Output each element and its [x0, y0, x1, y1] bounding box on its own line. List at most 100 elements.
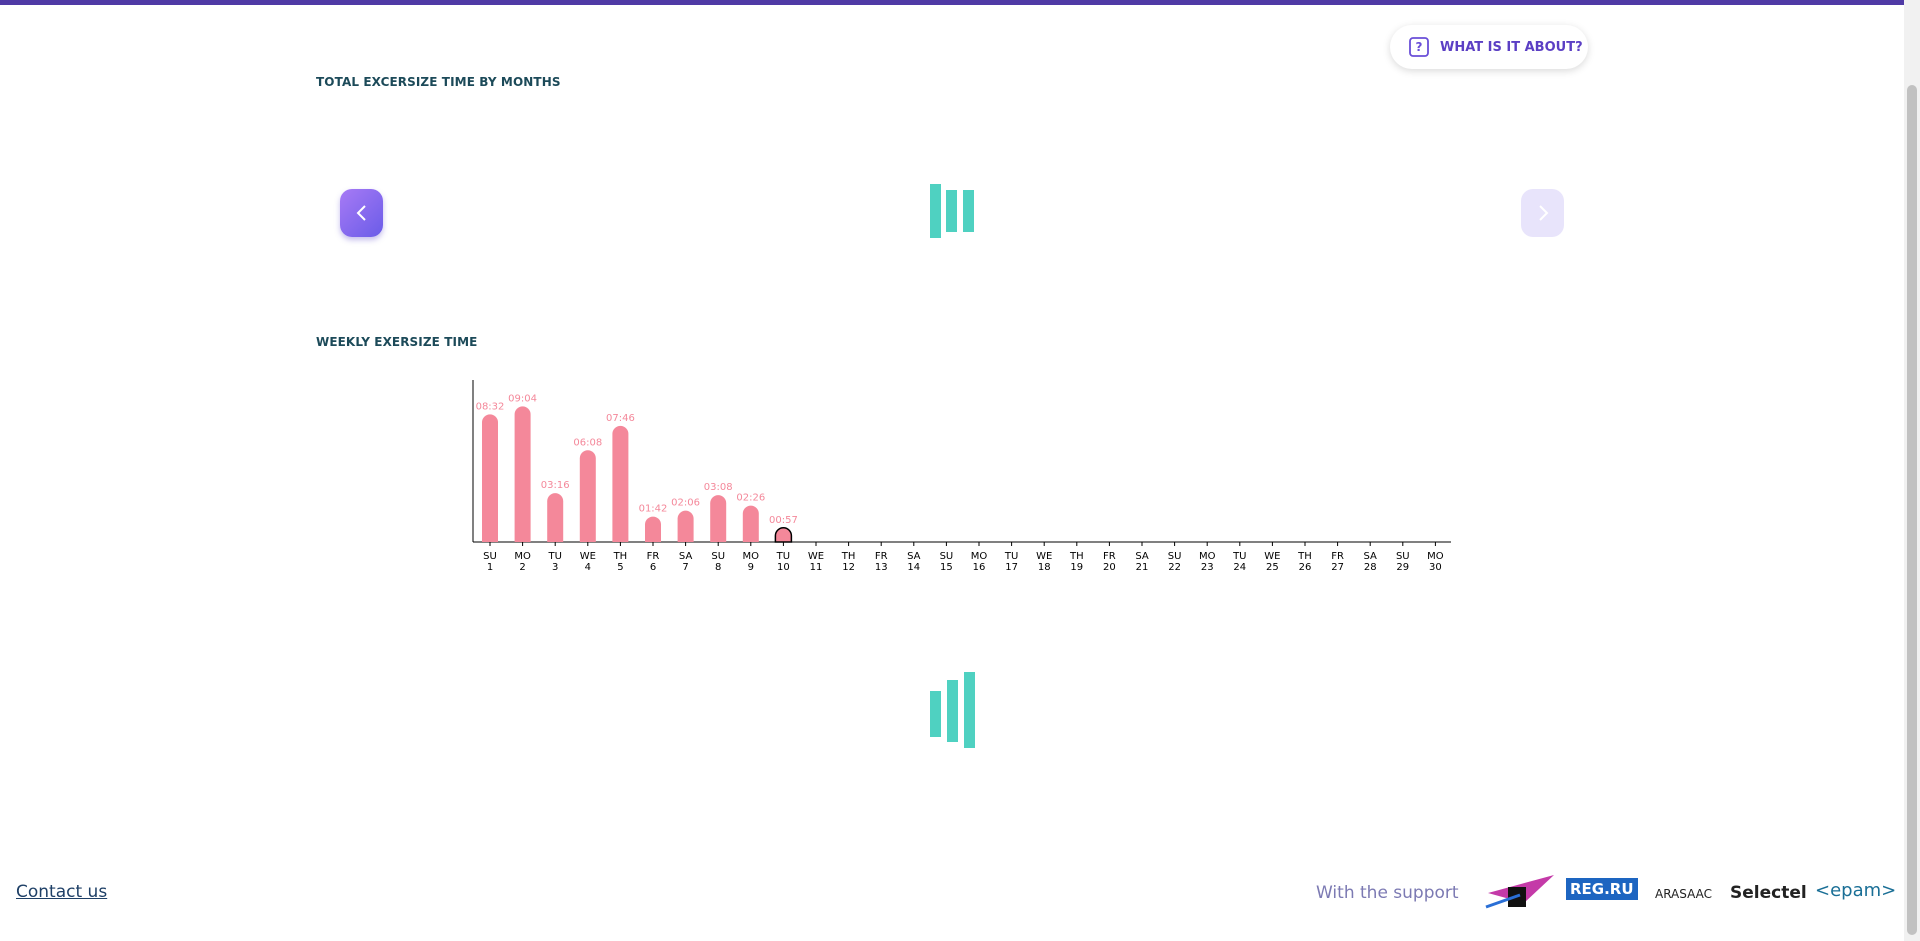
- x-tick-label: SU: [1396, 551, 1410, 562]
- x-tick-label: WE: [580, 551, 596, 562]
- x-tick-day: 25: [1266, 562, 1279, 573]
- weekly-title: WEEKLY EXERSIZE TIME: [316, 335, 478, 349]
- scroll-thumb[interactable]: [1907, 85, 1917, 935]
- bar: [482, 414, 498, 542]
- x-tick-day: 20: [1103, 562, 1116, 573]
- x-tick-label: FR: [647, 551, 660, 562]
- bar: [612, 425, 629, 542]
- x-tick-label: FR: [1103, 551, 1116, 562]
- help-icon: ?: [1409, 37, 1429, 57]
- x-tick-day: 15: [940, 562, 953, 573]
- next-icon: [1538, 205, 1548, 221]
- x-tick-day: 4: [585, 562, 591, 573]
- value-label: 07:46: [606, 413, 635, 424]
- value-label: 03:16: [541, 480, 570, 491]
- x-tick-day: 30: [1429, 562, 1442, 573]
- x-tick-day: 7: [682, 562, 688, 573]
- value-label: 06:08: [573, 437, 602, 448]
- x-tick-day: 6: [650, 562, 656, 573]
- bar: [579, 450, 596, 542]
- x-tick-day: 23: [1201, 562, 1214, 573]
- x-tick-day: 12: [842, 562, 855, 573]
- bar: [645, 516, 661, 542]
- x-tick-day: 19: [1070, 562, 1083, 573]
- x-tick-label: SU: [940, 551, 954, 562]
- x-tick-label: TH: [1297, 551, 1312, 562]
- prev-button[interactable]: [340, 189, 383, 237]
- x-tick-day: 21: [1136, 562, 1149, 573]
- value-label: 08:32: [476, 401, 505, 412]
- logo-regru[interactable]: REG.RU: [1566, 878, 1638, 900]
- x-tick-label: MO: [514, 551, 531, 562]
- bar: [710, 495, 727, 542]
- x-tick-label: SA: [679, 551, 693, 562]
- x-tick-label: FR: [1331, 551, 1344, 562]
- bar: [514, 406, 531, 542]
- x-tick-label: MO: [971, 551, 988, 562]
- x-tick-label: WE: [1264, 551, 1280, 562]
- bar: [547, 493, 564, 542]
- x-tick-day: 16: [973, 562, 986, 573]
- bar: [774, 527, 793, 543]
- bar: [742, 505, 759, 542]
- value-label: 02:26: [736, 493, 765, 504]
- loader: [930, 672, 975, 748]
- prev-icon: [356, 205, 366, 221]
- help-button[interactable]: ? WHAT IS IT ABOUT?: [1390, 25, 1588, 69]
- x-tick-label: WE: [808, 551, 824, 562]
- x-tick-label: SA: [1135, 551, 1149, 562]
- support-text: With the support: [1316, 883, 1459, 903]
- x-tick-label: SU: [711, 551, 725, 562]
- x-tick-label: WE: [1036, 551, 1052, 562]
- value-label: 02:06: [671, 498, 700, 509]
- x-tick-day: 14: [907, 562, 920, 573]
- sponsor-logo: [1485, 875, 1554, 909]
- x-tick-label: SA: [1364, 551, 1378, 562]
- contact-link[interactable]: Contact us: [16, 882, 108, 902]
- x-tick-label: FR: [875, 551, 888, 562]
- x-tick-day: 29: [1396, 562, 1409, 573]
- x-tick-day: 9: [748, 562, 754, 573]
- x-tick-day: 22: [1168, 562, 1181, 573]
- x-tick-day: 24: [1233, 562, 1246, 573]
- x-tick-day: 1: [487, 562, 493, 573]
- logo-epam[interactable]: <epam>: [1815, 880, 1897, 901]
- x-tick-label: SA: [907, 551, 921, 562]
- value-label: 00:57: [769, 515, 798, 526]
- x-tick-label: TU: [776, 551, 790, 562]
- x-tick-day: 5: [617, 562, 623, 573]
- x-tick-day: 18: [1038, 562, 1051, 573]
- x-tick-day: 28: [1364, 562, 1377, 573]
- logo-arasaac[interactable]: ARASAAC: [1655, 887, 1713, 901]
- x-tick-label: TH: [841, 551, 856, 562]
- x-tick-day: 10: [777, 562, 790, 573]
- svg-text:?: ?: [1416, 40, 1423, 54]
- monthly-title: TOTAL EXCERSIZE TIME BY MONTHS: [316, 75, 561, 89]
- x-tick-label: MO: [1427, 551, 1444, 562]
- value-label: 01:42: [639, 504, 668, 515]
- x-tick-label: TH: [1069, 551, 1084, 562]
- weekly-chart: SU108:32MO209:04TU303:16WE406:08TH507:46…: [472, 380, 1451, 573]
- next-button[interactable]: [1521, 189, 1564, 237]
- x-tick-label: TH: [613, 551, 628, 562]
- x-tick-day: 13: [875, 562, 888, 573]
- loader: [930, 184, 974, 238]
- top-bar: [0, 0, 1904, 5]
- x-tick-label: MO: [1199, 551, 1216, 562]
- x-tick-day: 2: [519, 562, 525, 573]
- x-tick-day: 11: [810, 562, 823, 573]
- x-tick-label: TU: [1232, 551, 1246, 562]
- x-tick-day: 26: [1299, 562, 1312, 573]
- x-tick-day: 17: [1005, 562, 1018, 573]
- x-tick-label: TU: [1004, 551, 1018, 562]
- x-tick-label: SU: [1168, 551, 1182, 562]
- value-label: 03:08: [704, 482, 733, 493]
- logo-selectel[interactable]: Selectel: [1730, 883, 1807, 903]
- scrollbar: [1904, 0, 1920, 941]
- x-tick-day: 27: [1331, 562, 1344, 573]
- x-tick-label: TU: [547, 551, 561, 562]
- x-tick-day: 3: [552, 562, 558, 573]
- x-tick-label: MO: [743, 551, 760, 562]
- x-tick-label: SU: [483, 551, 497, 562]
